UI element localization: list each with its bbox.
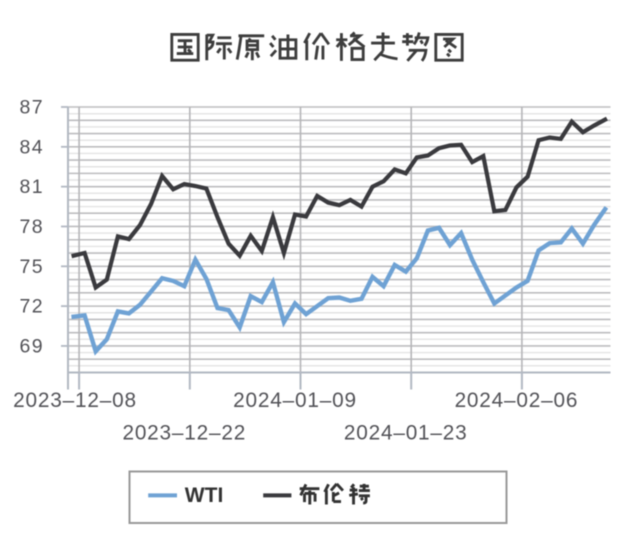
svg-text:81: 81	[20, 176, 45, 198]
svg-text:84: 84	[20, 136, 45, 158]
svg-text:2024–02–06: 2024–02–06	[455, 389, 579, 412]
svg-text:72: 72	[20, 296, 45, 318]
svg-text:78: 78	[20, 216, 45, 238]
svg-text:WTI: WTI	[185, 484, 223, 507]
svg-text:2023–12–22: 2023–12–22	[122, 421, 246, 444]
svg-text:69: 69	[20, 335, 45, 357]
svg-text:2024–01–23: 2024–01–23	[344, 421, 468, 444]
svg-text:2024–01–09: 2024–01–09	[233, 389, 357, 412]
svg-text:87: 87	[20, 97, 45, 119]
svg-text:2023–12–08: 2023–12–08	[13, 389, 137, 412]
svg-text:75: 75	[20, 256, 45, 278]
